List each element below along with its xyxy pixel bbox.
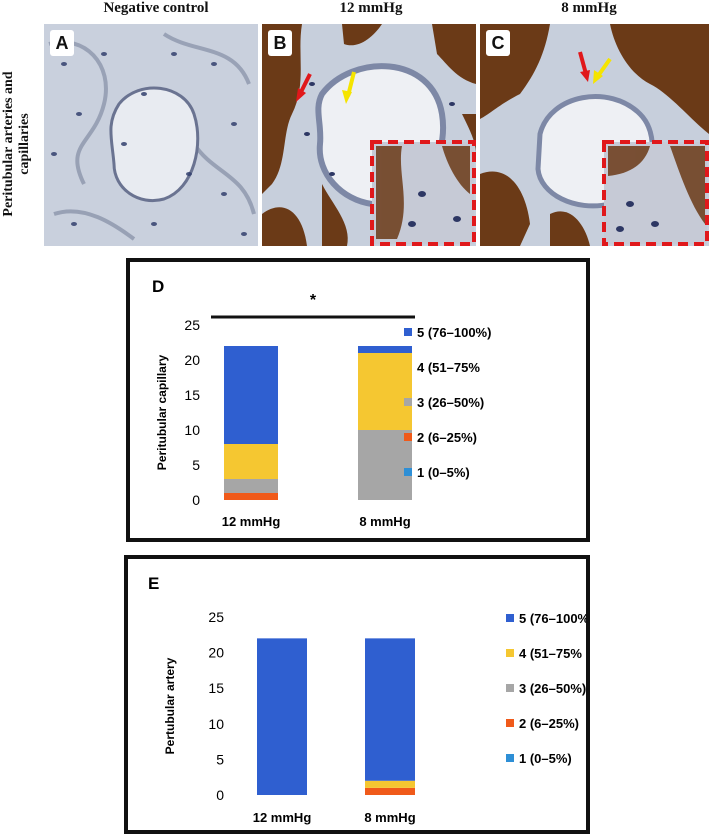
bar-segment-4 <box>365 780 415 788</box>
legend-swatch <box>404 398 412 406</box>
panel-label-b: B <box>268 30 292 56</box>
legend-swatch <box>404 468 412 476</box>
chart-e-frame: E 0 5 10 15 20 25 Pertubular artery 12 mmHg 8 mmH… <box>124 555 590 834</box>
legend-swatch <box>404 433 412 441</box>
y-tick-label: 0 <box>216 787 224 803</box>
y-tick-label: 20 <box>208 645 224 661</box>
legend-label: 5 (76–100%) <box>417 325 491 340</box>
legend-swatch <box>404 363 412 371</box>
bar-segment-4 <box>358 353 412 430</box>
micrograph-c-image <box>480 24 709 246</box>
legend-label: 4 (51–75% <box>417 360 480 375</box>
y-tick-label: 25 <box>184 317 200 333</box>
chart-d-frame: D 0 5 10 15 20 25 Peritubular capillary 12 mmHg 8… <box>126 258 590 542</box>
y-tick-label: 15 <box>184 387 200 403</box>
bar-segment-4 <box>224 444 278 479</box>
y-tick-label: 5 <box>192 457 200 473</box>
column-title-negative-control: Negative control <box>103 0 209 16</box>
y-tick-label: 20 <box>184 352 200 368</box>
chart-e: E 0 5 10 15 20 25 Pertubular artery 12 mmHg 8 mmH… <box>148 574 586 825</box>
significance-star: * <box>310 292 317 309</box>
legend-swatch <box>506 614 514 622</box>
panel-label-c: C <box>486 30 510 56</box>
row-title: Peritubular arteries and capillaries <box>1 71 32 217</box>
bar-segment-2 <box>365 787 415 795</box>
legend-label: 3 (26–50%) <box>519 681 586 696</box>
y-tick-label: 0 <box>192 492 200 508</box>
legend-label: 1 (0–5%) <box>519 751 572 766</box>
micrograph-panel-b: B <box>262 24 476 246</box>
x-tick-label: 8 mmHg <box>359 514 410 529</box>
x-tick-label: 8 mmHg <box>364 810 415 825</box>
panel-label-d: D <box>152 277 164 296</box>
legend-swatch <box>506 649 514 657</box>
panel-label-e: E <box>148 574 159 593</box>
legend-label: 2 (6–25%) <box>519 716 579 731</box>
micrograph-panel-c: C <box>480 24 709 246</box>
y-tick-label: 25 <box>208 609 224 625</box>
y-axis-label: Pertubular artery <box>163 657 177 754</box>
micrograph-panel-a: A <box>44 24 258 246</box>
y-tick-label: 5 <box>216 751 224 767</box>
legend-swatch <box>506 719 514 727</box>
bar-segment-5 <box>358 346 412 353</box>
bar-segment-5 <box>224 346 278 444</box>
legend-label: 4 (51–75% <box>519 646 582 661</box>
bar-segment-3 <box>358 430 412 500</box>
bar-segment-5 <box>257 638 307 795</box>
y-tick-label: 10 <box>184 422 200 438</box>
legend-swatch <box>506 684 514 692</box>
legend-label: 3 (26–50%) <box>417 395 484 410</box>
legend-label: 1 (0–5%) <box>417 465 470 480</box>
legend-swatch <box>404 328 412 336</box>
bar-segment-3 <box>224 479 278 493</box>
x-tick-label: 12 mmHg <box>253 810 312 825</box>
chart-d: D 0 5 10 15 20 25 Peritubular capillary 12 mmHg 8… <box>152 277 491 529</box>
legend-label: 5 (76–100%) <box>519 611 586 626</box>
micrograph-b-image <box>262 24 476 246</box>
bar-segment-5 <box>365 638 415 781</box>
panel-label-a: A <box>50 30 74 56</box>
column-title-12mmhg: 12 mmHg <box>339 0 403 16</box>
y-axis-label: Peritubular capillary <box>155 354 169 470</box>
legend-label: 2 (6–25%) <box>417 430 477 445</box>
column-title-8mmhg: 8 mmHg <box>561 0 617 16</box>
y-tick-label: 10 <box>208 716 224 732</box>
legend-swatch <box>506 754 514 762</box>
bar-segment-2 <box>224 493 278 500</box>
x-tick-label: 12 mmHg <box>222 514 281 529</box>
micrograph-a-image <box>44 24 258 246</box>
y-tick-label: 15 <box>208 680 224 696</box>
